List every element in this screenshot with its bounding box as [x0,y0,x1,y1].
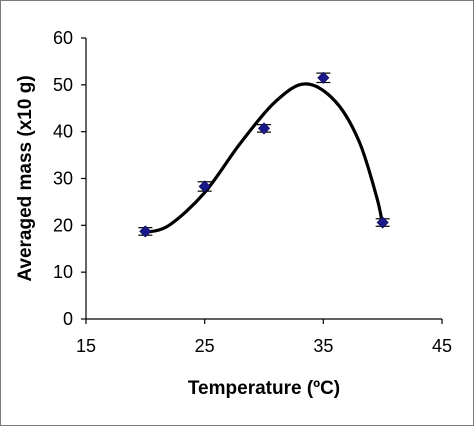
diamond-marker [257,122,271,135]
data-point [375,216,390,229]
y-tick-label: 30 [53,169,73,189]
x-tick-label: 25 [195,336,215,356]
axes: 0 10 20 30 40 50 60 15 25 35 45 [53,28,452,356]
x-axis-label: Temperature (ºC) [188,378,340,399]
axis-labels-group: Temperature (ºC) Averaged mass (x10 g) [15,75,340,399]
diamond-marker [139,225,152,238]
x-tick-label: 45 [432,336,452,356]
trendline [143,82,385,234]
y-tick-label: 50 [53,75,73,95]
diamond-marker [317,71,330,84]
y-tick-label: 60 [53,28,73,48]
diamond-marker [198,180,211,193]
x-tick-label: 15 [76,336,96,356]
y-tick-label: 40 [53,122,73,142]
y-tick-label: 10 [53,262,73,282]
y-tick-label: 0 [63,309,73,329]
x-tick-label: 35 [313,336,333,356]
data-point [197,180,212,193]
data-point [257,122,271,135]
trendline-group [143,82,385,234]
y-tick-label: 20 [53,215,73,235]
data-point [316,71,331,84]
data-point [138,225,153,238]
data-points-group [138,71,390,238]
diamond-marker [376,216,389,229]
y-axis-label: Averaged mass (x10 g) [15,75,36,281]
